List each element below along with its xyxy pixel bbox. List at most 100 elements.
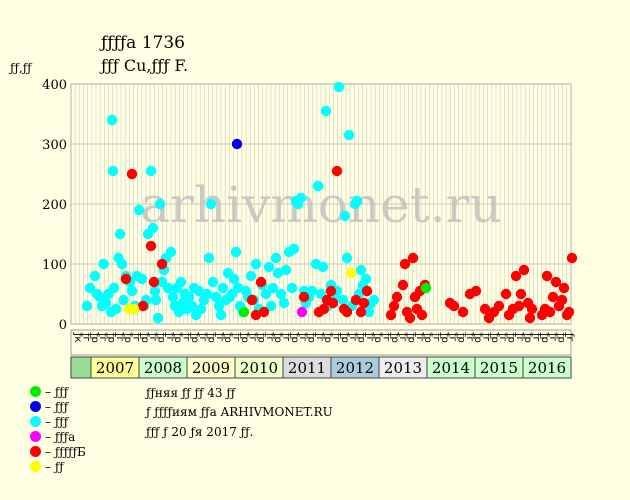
legend-swatch <box>30 431 41 442</box>
data-point <box>210 291 222 303</box>
data-point <box>500 288 512 300</box>
month-tick-label: ƒр <box>222 332 233 343</box>
data-point <box>108 282 120 294</box>
data-point <box>327 297 339 309</box>
data-point <box>154 198 166 210</box>
data-point <box>457 306 469 318</box>
month-tick-label: ƒг <box>531 332 542 342</box>
month-tick-label: ƒг <box>397 332 408 342</box>
data-point <box>339 210 351 222</box>
data-point <box>320 105 332 117</box>
data-point <box>152 312 164 324</box>
month-tick-label: ƒг <box>214 332 225 342</box>
legend-swatch <box>30 401 41 412</box>
month-tick-label: ƒр <box>156 332 167 343</box>
data-point <box>183 291 195 303</box>
year-label: 2007 <box>96 359 134 377</box>
data-point <box>479 303 491 315</box>
data-point <box>207 276 219 288</box>
data-point <box>110 303 122 315</box>
data-point <box>355 264 367 276</box>
chart-subtitle: ƒƒƒ Cu,ƒƒƒ F. <box>101 56 189 75</box>
month-tick-label: ƒг <box>514 332 525 342</box>
data-point <box>147 222 159 234</box>
data-point <box>416 309 428 321</box>
month-tick-label: ƒг <box>281 332 292 342</box>
legend-swatch <box>30 386 41 397</box>
legend-swatch <box>30 416 41 427</box>
month-tick-label: ƒг <box>164 332 175 342</box>
data-point <box>116 258 128 270</box>
data-point <box>84 282 96 294</box>
data-point <box>126 168 138 180</box>
data-point <box>296 306 308 318</box>
month-tick-label: ƒг <box>181 332 192 342</box>
month-tick-label: ƒг <box>481 332 492 342</box>
data-point <box>355 306 367 318</box>
data-point <box>114 228 126 240</box>
month-tick-label: ƒр <box>372 332 383 343</box>
month-tick-label: ƒр <box>189 332 200 343</box>
data-point <box>145 165 157 177</box>
data-point <box>201 288 213 300</box>
month-tick-label: ƒр <box>289 332 300 343</box>
data-point <box>250 309 262 321</box>
month-tick-label: ƒг <box>497 332 508 342</box>
month-tick-label: ƒр <box>139 332 150 343</box>
data-point <box>341 306 353 318</box>
month-tick-label: ƒг <box>547 332 558 342</box>
data-point <box>186 300 198 312</box>
month-tick-label: ƒр <box>456 332 467 343</box>
month-tick-label: ƒр <box>89 332 100 343</box>
data-point <box>275 288 287 300</box>
data-point <box>358 297 370 309</box>
month-tick-label: ƒг <box>231 332 242 342</box>
legend-item: – ƒƒƒа <box>30 429 86 444</box>
month-tick-label: ƒр <box>539 332 550 343</box>
data-point <box>217 282 229 294</box>
legend-item: – ƒƒƒ <box>30 399 86 414</box>
data-point <box>278 297 290 309</box>
year-label: 2012 <box>336 359 374 377</box>
data-point <box>267 282 279 294</box>
month-tick-label: ƒг <box>331 332 342 342</box>
data-point <box>120 273 132 285</box>
data-point <box>250 258 262 270</box>
data-point <box>270 252 282 264</box>
data-point <box>420 282 432 294</box>
data-point <box>295 192 307 204</box>
data-point <box>518 264 530 276</box>
data-point <box>341 252 353 264</box>
year-label: 2014 <box>432 359 470 377</box>
month-tick-label: ƒг <box>414 332 425 342</box>
note-source: ƒ ƒƒƒƒиям ƒƒа ARHIVMONET.RU <box>146 405 333 419</box>
data-point <box>337 294 349 306</box>
data-point <box>230 246 242 258</box>
data-point <box>156 258 168 270</box>
data-point <box>325 285 337 297</box>
data-point <box>363 306 375 318</box>
month-tick-label: ƒр <box>522 332 533 343</box>
data-point <box>526 303 538 315</box>
data-point <box>100 297 112 309</box>
y-tick-label: 0 <box>59 318 67 333</box>
data-point <box>167 291 179 303</box>
data-point <box>312 180 324 192</box>
data-point <box>165 246 177 258</box>
data-point <box>260 288 272 300</box>
legend-label: – ƒƒ <box>45 459 64 474</box>
data-point <box>150 294 162 306</box>
year-label: 2011 <box>288 359 326 377</box>
month-tick-label: ƒр <box>122 332 133 343</box>
month-tick-label: ƒг <box>447 332 458 342</box>
data-point <box>175 276 187 288</box>
year-row-start-cell <box>70 356 92 379</box>
data-point <box>195 303 207 315</box>
data-point <box>173 306 185 318</box>
data-point <box>407 252 419 264</box>
data-point <box>288 243 300 255</box>
month-tick-label: ƒг <box>564 332 575 342</box>
data-point <box>136 273 148 285</box>
year-label: 2010 <box>240 359 278 377</box>
data-point <box>541 270 553 282</box>
